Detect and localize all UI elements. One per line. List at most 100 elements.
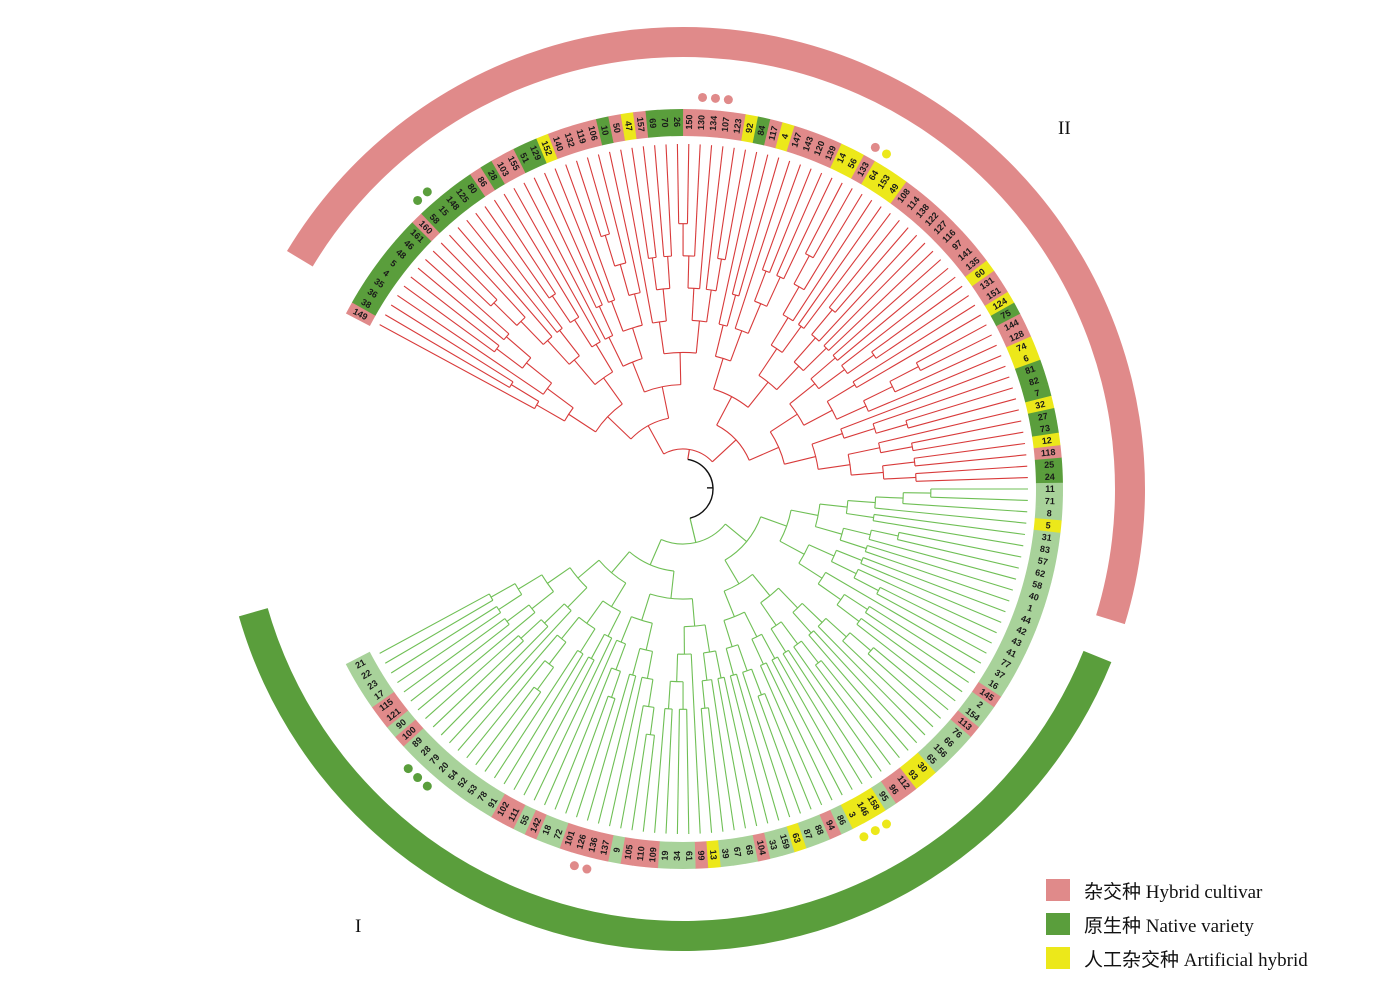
branch	[726, 294, 737, 327]
branch	[410, 276, 500, 347]
branch-arc	[540, 619, 549, 627]
leaf-cell	[459, 774, 486, 804]
branch	[872, 376, 1010, 425]
branch	[475, 686, 535, 766]
leaf-cell	[996, 641, 1026, 665]
branch	[714, 324, 724, 357]
branch	[811, 309, 833, 335]
branch	[490, 583, 516, 598]
branch	[758, 348, 778, 376]
leaf-cell	[890, 181, 917, 211]
branch	[836, 604, 860, 622]
branch-arc	[868, 529, 872, 540]
branch-arc	[876, 587, 881, 595]
branch	[894, 344, 997, 393]
branch-arc	[652, 320, 667, 324]
branch	[803, 409, 833, 426]
leaf-cell	[420, 744, 449, 773]
branch	[735, 674, 780, 821]
branch	[586, 157, 610, 235]
branch	[619, 264, 630, 296]
branch-arc	[706, 288, 717, 292]
leaf-cell	[908, 752, 936, 782]
leaf-cell	[379, 701, 409, 728]
legend-item-hybrid: 杂交种 Hybrid cultivar	[1046, 878, 1376, 903]
branch	[573, 359, 596, 385]
branch	[665, 709, 673, 834]
branch	[817, 626, 926, 736]
leaf-cell	[830, 143, 854, 174]
leaf-label: 78	[475, 789, 489, 803]
leaf-label: 76	[950, 726, 964, 740]
branch-arc	[863, 400, 869, 412]
branch	[661, 386, 670, 419]
branch-arc	[528, 604, 536, 613]
leaf-cell	[645, 109, 661, 138]
branch-root	[689, 518, 697, 543]
branch	[706, 289, 712, 322]
branch	[792, 199, 873, 322]
branch	[803, 212, 891, 329]
leaf-label: 54	[446, 768, 460, 782]
branch	[510, 384, 540, 402]
branch	[782, 286, 800, 315]
branch	[687, 255, 690, 289]
leaf-cell	[1010, 347, 1041, 370]
leaf-cell	[403, 727, 432, 756]
branch	[914, 454, 1027, 467]
highlight-dot	[870, 826, 880, 836]
leaf-cell	[403, 222, 432, 250]
branch	[813, 630, 918, 744]
leaf-label: 53	[465, 783, 479, 797]
leaf-cell	[1018, 586, 1049, 607]
branch-arc	[871, 351, 877, 359]
leaf-label: 81	[1024, 364, 1037, 377]
leaf-cell	[965, 260, 995, 287]
branch	[810, 357, 836, 380]
branch	[410, 623, 510, 702]
leaf-label: 12	[1041, 435, 1052, 446]
branch	[547, 340, 570, 365]
branch	[804, 182, 843, 254]
leaf-label: 19	[660, 850, 670, 860]
leaf-ring: 1493836354548461611605815148125808628103…	[345, 109, 1063, 869]
branch	[432, 640, 524, 728]
branch	[513, 188, 601, 343]
branch	[676, 144, 680, 224]
branch-arc	[853, 569, 859, 579]
branch	[871, 529, 899, 537]
branch	[798, 206, 882, 325]
leaf-cell	[559, 125, 580, 156]
branch	[889, 366, 919, 382]
branch	[717, 678, 747, 829]
leaf-cell	[917, 205, 946, 234]
highlight-dot	[582, 864, 592, 874]
branch	[847, 500, 876, 504]
branch	[815, 664, 891, 766]
branch	[704, 624, 711, 653]
leaf-cell	[717, 838, 734, 868]
branch	[432, 250, 492, 307]
branch	[747, 303, 762, 334]
branch-arc	[782, 649, 789, 655]
branch	[848, 447, 880, 455]
branch	[825, 617, 847, 638]
clade-1-arc	[238, 608, 1112, 951]
branch-arc	[503, 333, 510, 341]
branch	[752, 574, 771, 597]
leaf-label: 2	[975, 699, 985, 710]
branch	[820, 660, 900, 759]
branch-root	[687, 449, 690, 460]
branch	[568, 413, 596, 433]
branch	[782, 653, 863, 785]
branch	[379, 324, 535, 410]
branch	[912, 431, 1024, 452]
leaf-label: 92	[744, 122, 756, 134]
branch	[533, 177, 597, 308]
branch	[914, 442, 1026, 459]
leaf-cell	[371, 691, 401, 718]
branch	[679, 352, 682, 385]
leaf-cell	[547, 818, 569, 849]
highlight-markers	[403, 92, 891, 874]
leaf-label: 4	[381, 268, 391, 279]
